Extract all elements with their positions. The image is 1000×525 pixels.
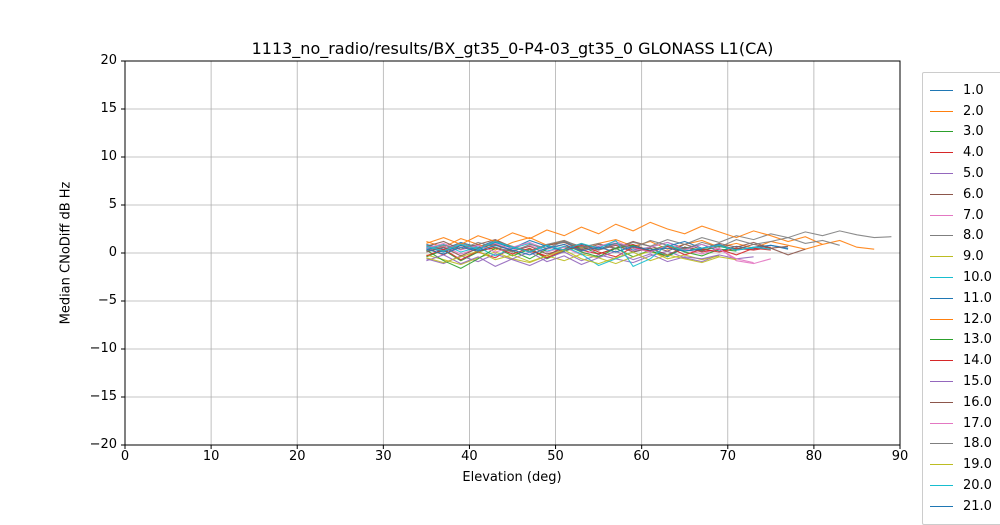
legend-label: 11.0: [963, 290, 992, 306]
legend-item: 1.0: [930, 80, 999, 101]
legend-label: 21.0: [963, 498, 992, 514]
legend-item: 7.0: [930, 205, 999, 226]
x-tick-label: 10: [202, 449, 220, 464]
legend-line-swatch: [930, 485, 953, 487]
legend: 1.0 2.0 3.0 4.0 5.0 6.0 7.0 8.0 9.0 10.0 11.0 12.0 1…: [922, 72, 1000, 525]
legend-item: 15.0: [930, 371, 999, 392]
chart-title: 1113_no_radio/results/BX_gt35_0-P4-03_gt…: [251, 39, 774, 58]
plot-area: [121, 60, 901, 449]
legend-line-swatch: [930, 235, 953, 237]
legend-line-swatch: [930, 277, 953, 279]
legend-label: 12.0: [963, 311, 992, 327]
legend-label: 16.0: [963, 394, 992, 410]
legend-label: 20.0: [963, 478, 992, 494]
x-tick-label: 50: [547, 449, 564, 464]
legend-line-swatch: [930, 505, 953, 507]
legend-item: 19.0: [930, 454, 999, 475]
legend-line-swatch: [930, 443, 953, 445]
y-tick-label: 5: [108, 197, 117, 212]
x-tick-label: 30: [375, 449, 392, 464]
legend-item: 20.0: [930, 475, 999, 496]
legend-line-swatch: [930, 89, 953, 91]
legend-line-swatch: [930, 110, 953, 112]
legend-line-swatch: [930, 152, 953, 154]
legend-line-swatch: [930, 214, 953, 216]
legend-item: 21.0: [930, 496, 999, 517]
legend-item: 3.0: [930, 122, 999, 143]
legend-label: 9.0: [963, 249, 984, 265]
series-line-12.0: [426, 221, 875, 250]
legend-line-swatch: [930, 401, 953, 403]
x-tick-label: 90: [891, 449, 909, 464]
legend-item: 2.0: [930, 101, 999, 122]
legend-label: 15.0: [963, 374, 992, 390]
y-tick-label: −5: [97, 293, 117, 308]
legend-line-swatch: [930, 131, 953, 133]
legend-item: 10.0: [930, 267, 999, 288]
legend-line-swatch: [930, 381, 953, 383]
x-tick-label: 80: [805, 449, 823, 464]
series-line-5.0: [426, 250, 754, 267]
legend-item: 5.0: [930, 163, 999, 184]
legend-label: 6.0: [963, 186, 984, 202]
series-line-14.0: [426, 244, 771, 261]
series-line-15.0: [426, 250, 720, 268]
legend-line-swatch: [930, 339, 953, 341]
legend-line-swatch: [930, 318, 953, 320]
legend-line-swatch: [930, 422, 953, 424]
x-tick-label: 20: [288, 449, 306, 464]
legend-item: 13.0: [930, 330, 999, 351]
legend-item: 17.0: [930, 413, 999, 434]
legend-label: 3.0: [963, 124, 984, 140]
y-tick-label: 0: [108, 245, 117, 260]
y-tick-label: 10: [100, 149, 117, 164]
y-tick-label: 20: [100, 53, 117, 68]
legend-label: 19.0: [963, 457, 992, 473]
legend-item: 11.0: [930, 288, 999, 309]
figure: 1113_no_radio/results/BX_gt35_0-P4-03_gt…: [59, 39, 1000, 525]
legend-label: 5.0: [963, 166, 984, 182]
x-tick-label: 70: [719, 449, 737, 464]
legend-label: 14.0: [963, 353, 992, 369]
legend-item: 4.0: [930, 142, 999, 163]
legend-line-swatch: [930, 464, 953, 466]
legend-item: 12.0: [930, 309, 999, 330]
legend-line-swatch: [930, 360, 953, 362]
legend-item: 18.0: [930, 434, 999, 455]
legend-line-swatch: [930, 173, 953, 175]
legend-label: 17.0: [963, 415, 992, 431]
legend-line-swatch: [930, 297, 953, 299]
y-tick-label: −10: [89, 341, 117, 356]
legend-label: 7.0: [963, 207, 984, 223]
x-tick-label: 40: [461, 449, 478, 464]
legend-label: 18.0: [963, 436, 992, 452]
series-line-18.0: [426, 237, 840, 253]
x-tick-label: 60: [633, 449, 650, 464]
legend-label: 10.0: [963, 270, 992, 286]
legend-item: 6.0: [930, 184, 999, 205]
legend-item: 9.0: [930, 246, 999, 267]
legend-label: 4.0: [963, 145, 984, 161]
y-tick-label: −20: [89, 437, 117, 452]
legend-line-swatch: [930, 193, 953, 195]
legend-item: 8.0: [930, 226, 999, 247]
series-line-20.0: [426, 239, 771, 268]
legend-label: 1.0: [963, 82, 984, 98]
y-tick-label: 15: [100, 101, 117, 116]
series-line-21.0: [426, 243, 702, 256]
legend-label: 13.0: [963, 332, 992, 348]
legend-label: 2.0: [963, 103, 984, 119]
x-axis-label: Elevation (deg): [462, 470, 562, 485]
series-line-9.0: [426, 250, 720, 266]
legend-label: 8.0: [963, 228, 984, 244]
y-tick-label: −15: [89, 389, 117, 404]
legend-item: 16.0: [930, 392, 999, 413]
x-tick-label: 0: [120, 449, 130, 464]
legend-item: 14.0: [930, 350, 999, 371]
legend-line-swatch: [930, 256, 953, 258]
